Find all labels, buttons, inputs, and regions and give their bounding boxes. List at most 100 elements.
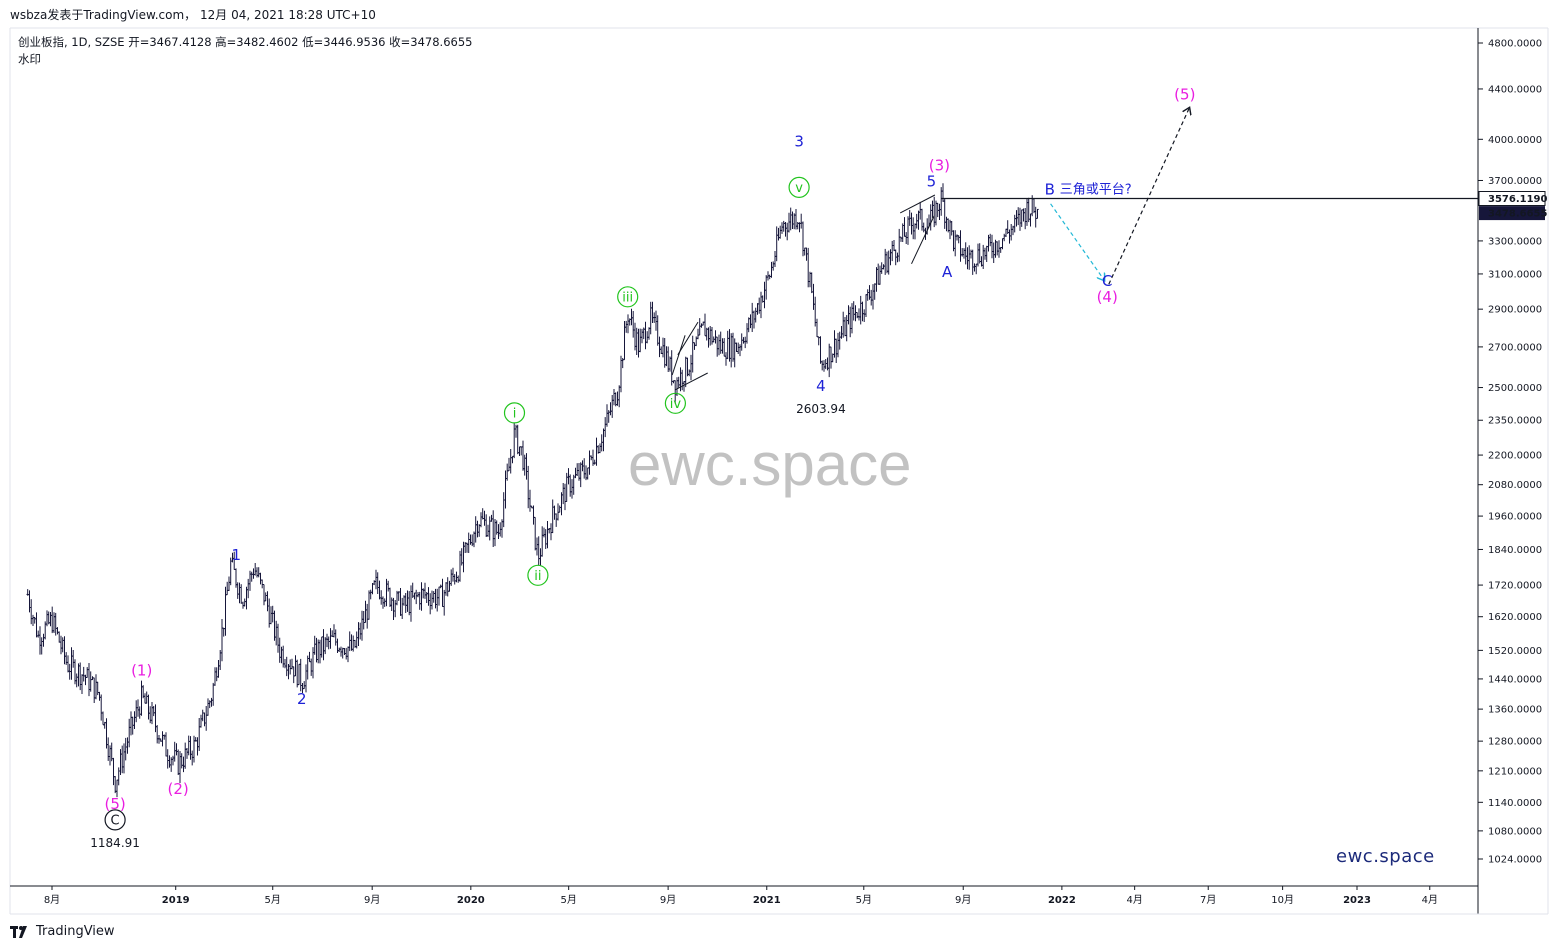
ohlc-bar [278,637,281,663]
ohlc-bar [919,201,922,220]
ohlc-bar [38,626,42,655]
ohlc-bar [588,450,591,475]
ohlc-bar [880,262,883,274]
ohlc-bar [1018,207,1022,231]
ohlc-bar [58,631,61,643]
ohlc-bar [968,245,971,270]
ohlc-bar [555,513,558,527]
ohlc-bar [763,281,766,309]
ohlc-bar [220,619,224,662]
ohlc-bar [815,318,819,338]
ohlc-bar [443,589,446,616]
ohlc-bar [962,248,966,259]
ohlc-bar [212,682,215,706]
ohlc-bar [453,574,456,585]
wave-label-i: i [503,402,526,424]
ohlc-bar [931,200,934,218]
ohlc-bar [787,212,791,233]
ohlc-bar [40,637,43,655]
ohlc-bar [33,616,36,624]
ohlc-bar [94,674,98,700]
ohlc-bar [703,313,707,337]
time-axis[interactable]: 8月 2019 5月 9月 2020 5月 9月 2021 5月 9月 2022 4月 7月 10月 202… [44,886,1438,906]
ohlc-bar [222,627,225,637]
wave-label-3: 3 [794,132,804,150]
ohlc-bar [1006,220,1009,234]
ohlc-bar [709,326,712,346]
ohlc-bar [341,647,344,659]
ohlc-bar [51,606,54,634]
y-tick-label: 2350.0000 [1488,416,1542,427]
ohlc-bar [605,404,609,427]
ohlc-bar [458,550,462,582]
ohlc-bar [665,346,668,367]
ohlc-bar [334,629,337,646]
ohlc-bar [215,667,218,682]
ohlc-bar [273,610,276,641]
ohlc-bar [324,637,327,655]
ohlc-bar [791,211,794,229]
ohlc-bar [30,599,33,625]
ohlc-bar [492,510,495,547]
ohlc-bar [101,711,105,726]
ohlc-bar [247,578,250,599]
ohlc-bar [236,582,239,599]
ohlc-bar [542,527,546,538]
y-tick-label: 1840.0000 [1488,545,1542,556]
price-axis[interactable]: 4800.0000 4400.0000 4000.0000 3700.0000 3300… [1478,39,1548,866]
ohlc-bar [560,492,563,516]
ohlc-bar [735,342,738,352]
ohlc-bar [572,474,575,495]
ohlc-bar [467,532,470,553]
ohlc-bar [969,249,973,259]
ohlc-bar [450,569,453,586]
ohlc-bar [283,659,287,669]
ohlc-bar [180,753,183,769]
ohlc-bar [290,658,294,670]
ohlc-bar [390,597,393,611]
ohlc-bar [773,251,777,267]
triangle-upper-line [677,321,699,356]
ohlc-bar [360,610,364,641]
ohlc-bar [255,567,259,578]
ohlc-bar [86,667,89,678]
ohlc-bar [66,655,70,673]
ohlc-bar [975,263,978,275]
ohlc-bar [758,297,761,314]
ohlc-bar [516,424,519,455]
ohlc-bar [126,737,129,754]
ohlc-bar [1034,206,1037,228]
ohlc-bar [367,590,371,620]
ohlc-bar [728,329,731,362]
ohlc-bar [327,636,330,650]
ohlc-bar [651,301,654,323]
ohlc-bar [163,734,166,740]
ohlc-bar [497,524,500,539]
ohlc-bar [864,294,868,317]
tradingview-logo-text: TradingView [36,924,115,939]
ohlc-bar [198,718,201,751]
ohlc-bar [427,587,430,606]
price-label-last-text: 3478.6655 [1488,209,1548,220]
ohlc-bar [502,492,505,528]
price-label-line-text: 3576.1190 [1488,194,1548,205]
ohlc-bar [276,623,280,653]
x-tick-label: 5月 [265,894,281,906]
ohlc-bar [397,591,400,601]
wave-label-iii: iii [617,286,639,308]
ohlc-bar [959,230,962,262]
overlays-layer [671,107,1478,391]
ohlc-bar [331,630,334,637]
wave-label-c: C [1102,272,1112,290]
ohlc-bar [206,698,210,716]
ohlc-bar [913,223,917,240]
ohlc-bar [828,343,831,378]
ohlc-bar [150,702,154,725]
y-tick-label: 1720.0000 [1488,581,1542,592]
ohlc-bar [366,603,369,629]
ohlc-bar [262,584,266,606]
ohlc-bar [325,633,329,648]
wave-label-c-circled-ring [104,809,126,831]
ohlc-bar [478,524,481,537]
